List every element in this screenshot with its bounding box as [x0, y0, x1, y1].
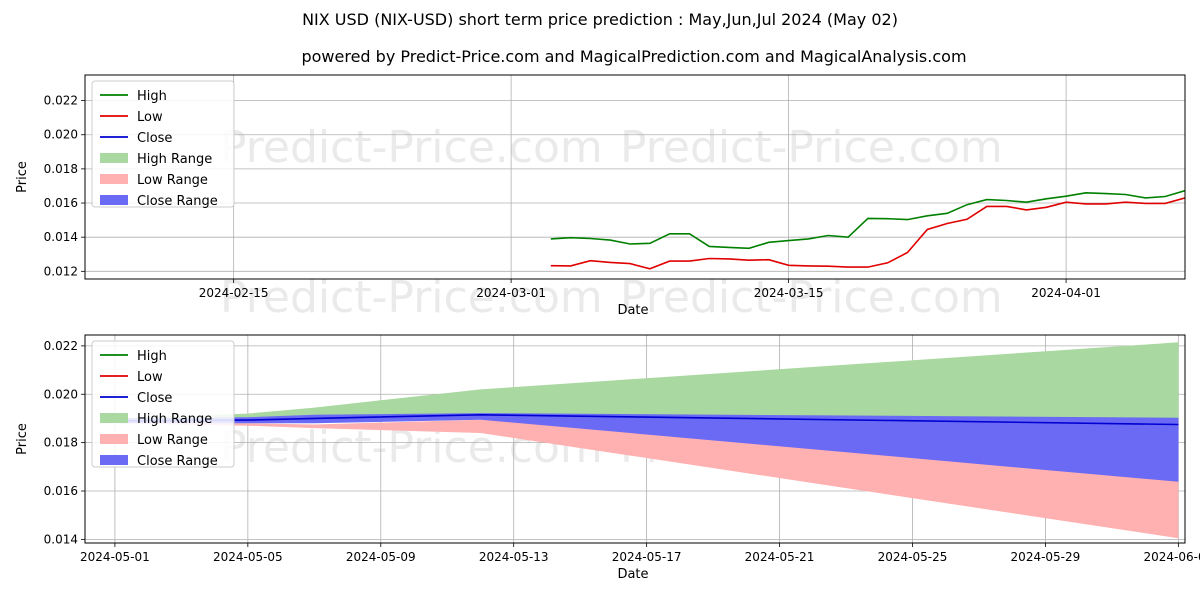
- y-axis-label: Price: [15, 423, 30, 455]
- legend-high-range-swatch: [100, 153, 128, 163]
- legend: High Low Close High Range Low Range Close Ran…: [91, 80, 235, 209]
- history-chart-panel: Predict-Price.com Predict-Price.com Predic…: [15, 74, 1186, 323]
- x-tick-label: 2024-03-01: [476, 286, 546, 300]
- chart-title: NIX USD (NIX-USD) short term price predi…: [302, 10, 898, 29]
- y-tick-label: 0.016: [44, 484, 78, 498]
- x-tick-label: 2024-04-01: [1031, 286, 1101, 300]
- close-range-band: [114, 413, 1179, 482]
- x-axis-label: Date: [617, 567, 648, 582]
- legend-low-range-label: Low Range: [137, 173, 208, 188]
- low-series-line: [550, 197, 1185, 270]
- x-tick-label: 2024-05-29: [1011, 550, 1081, 564]
- legend-close-label: Close: [137, 131, 172, 146]
- legend-high-range-swatch: [100, 413, 128, 423]
- y-tick-label: 0.016: [44, 196, 78, 210]
- x-tick-label: 2024-05-05: [213, 550, 283, 564]
- legend-high-label: High: [137, 89, 167, 104]
- x-tick-label: 2024-05-09: [346, 550, 416, 564]
- y-tick-label: 0.020: [44, 387, 78, 401]
- legend-low-range-label: Low Range: [137, 433, 208, 448]
- y-tick-label: 0.022: [44, 94, 78, 108]
- x-axis-label: Date: [617, 303, 648, 318]
- plot-frame: [84, 74, 1186, 280]
- legend-close-range-swatch: [100, 195, 128, 205]
- y-tick-label: 0.012: [44, 264, 78, 278]
- forecast-chart-panel: Predict-Price.comPredict-Price.com2024-0…: [15, 334, 1200, 582]
- x-tick-label: 2024-05-25: [878, 550, 948, 564]
- x-tick-label: 2024-05-17: [612, 550, 682, 564]
- x-tick-label: 2024-05-13: [479, 550, 549, 564]
- legend-close-label: Close: [137, 391, 172, 406]
- chart-subtitle: powered by Predict-Price.com and Magical…: [301, 47, 966, 66]
- x-tick-label: 2024-05-21: [745, 550, 815, 564]
- legend-close-range-label: Close Range: [137, 454, 218, 469]
- watermark-text: Predict-Price.com: [620, 122, 1003, 173]
- legend-low-label: Low: [137, 110, 163, 125]
- x-tick-label: 2024-02-15: [199, 286, 269, 300]
- watermark-text: Predict-Price.com: [220, 272, 603, 323]
- x-tick-label: 2024-05-01: [80, 550, 150, 564]
- legend-low-range-swatch: [100, 434, 128, 444]
- legend-high-range-label: High Range: [137, 412, 212, 427]
- plot-frame: [84, 334, 1186, 544]
- legend-low-label: Low: [137, 370, 163, 385]
- y-axis-label: Price: [15, 161, 30, 193]
- legend-close-range-label: Close Range: [137, 194, 218, 209]
- high-range-band: [114, 342, 1179, 421]
- x-tick-label: 2024-06-01: [1143, 550, 1200, 564]
- legend-low-range-swatch: [100, 174, 128, 184]
- legend-high-label: High: [137, 349, 167, 364]
- y-tick-label: 0.014: [44, 230, 78, 244]
- y-tick-label: 0.020: [44, 128, 78, 142]
- x-tick-label: 2024-03-15: [754, 286, 824, 300]
- y-tick-label: 0.022: [44, 339, 78, 353]
- y-tick-label: 0.018: [44, 436, 78, 450]
- watermark-text: Predict-Price.com: [220, 122, 603, 173]
- y-tick-label: 0.014: [44, 532, 78, 546]
- legend-close-range-swatch: [100, 455, 128, 465]
- legend: High Low Close High Range Low Range Close Ran…: [91, 340, 235, 469]
- plot-area: [550, 189, 1185, 270]
- y-tick-label: 0.018: [44, 162, 78, 176]
- legend-high-range-label: High Range: [137, 152, 212, 167]
- high-series-line: [550, 189, 1185, 250]
- watermark-text: Predict-Price.com: [620, 272, 1003, 323]
